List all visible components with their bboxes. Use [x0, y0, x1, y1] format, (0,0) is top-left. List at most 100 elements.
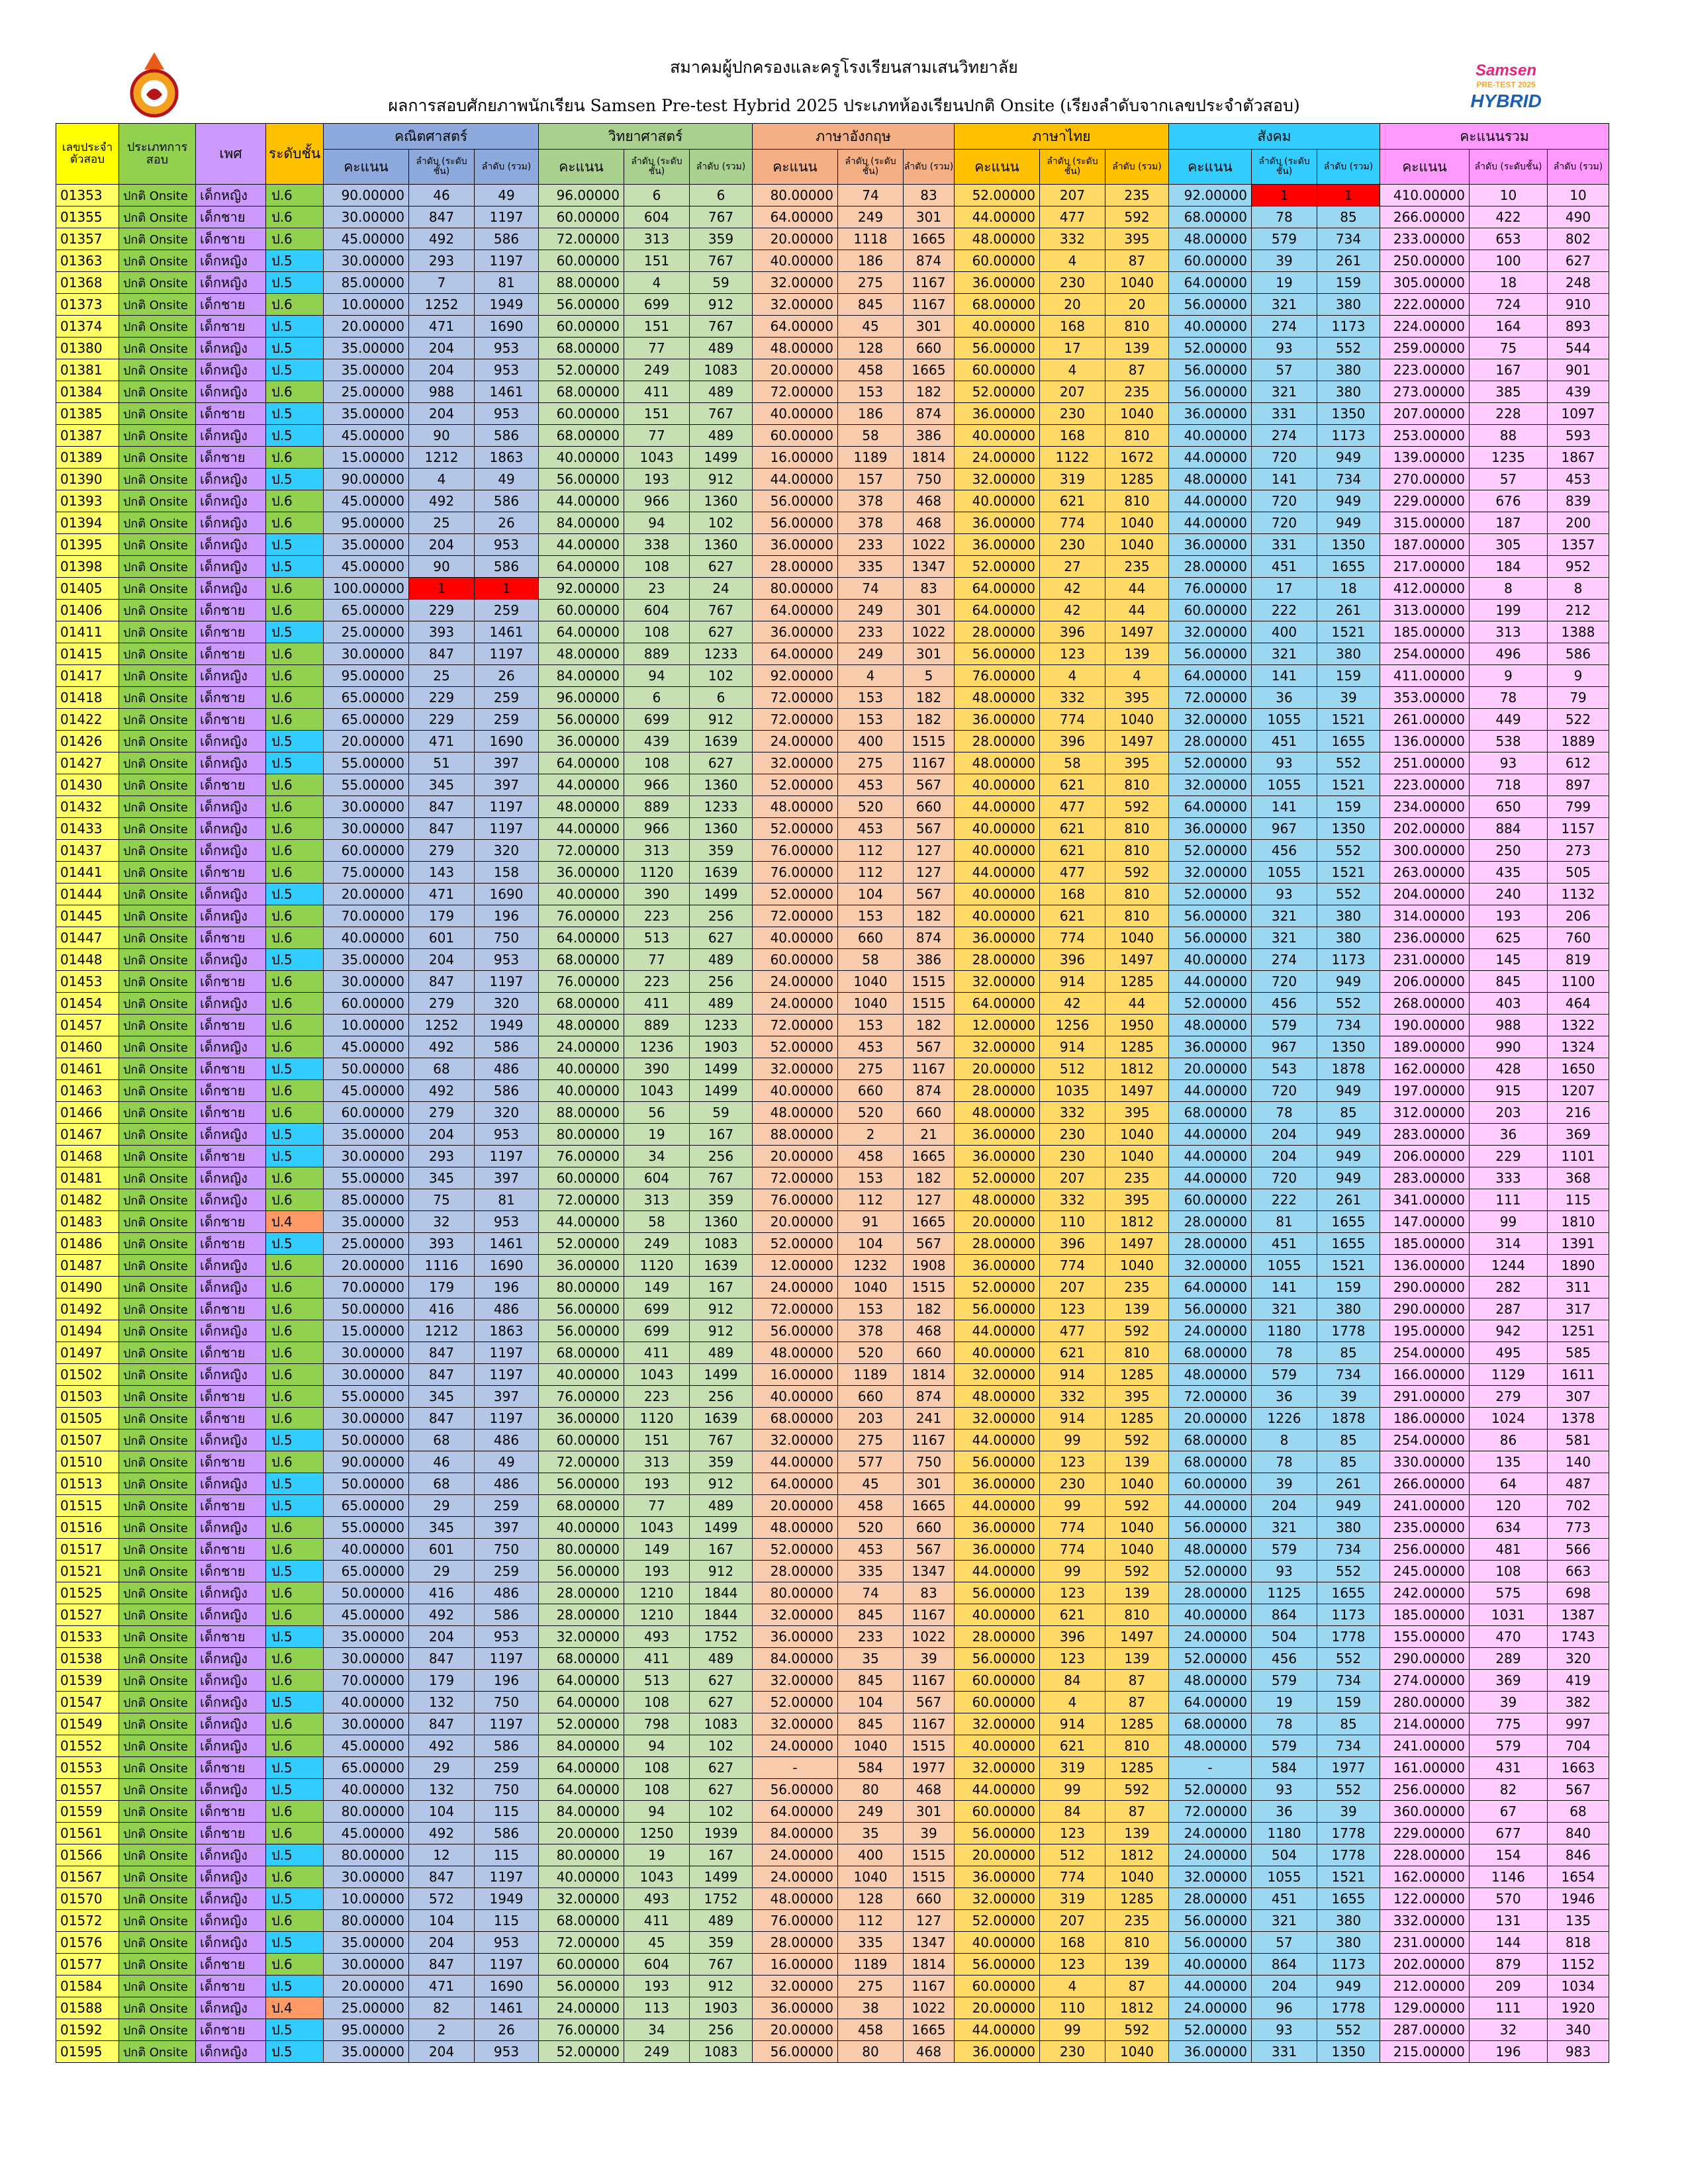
cell-tot-rank-level: 18 — [1469, 271, 1548, 294]
cell-eng-rank-all: 21 — [903, 1123, 955, 1146]
cell-thai-rank-level: 84 — [1039, 1800, 1105, 1823]
cell-exam-type: ปกติ Onsite — [118, 577, 196, 600]
cell-math-score: 70.00000 — [323, 1276, 409, 1298]
cell-sci-score: 40.00000 — [538, 446, 624, 469]
cell-tot-rank-level: 282 — [1469, 1276, 1548, 1298]
cell-math-rank-level: 32 — [408, 1210, 475, 1233]
cell-soc-rank-all: 552 — [1317, 1647, 1380, 1670]
cell-sex: เด็กชาย — [195, 402, 266, 425]
cell-eng-score: 52.00000 — [752, 883, 838, 905]
cell-tot-rank-all: 216 — [1547, 1101, 1609, 1124]
cell-thai-score: 32.00000 — [954, 1756, 1040, 1779]
cell-eng-rank-all: 301 — [903, 1800, 955, 1823]
cell-tot-rank-all: 368 — [1547, 1167, 1609, 1189]
cell-tot-rank-all: 760 — [1547, 927, 1609, 949]
cell-eng-score: 40.00000 — [752, 1385, 838, 1408]
cell-math-rank-all: 953 — [474, 337, 539, 359]
cell-sci-rank-all: 1844 — [689, 1582, 753, 1604]
cell-soc-rank-all: 85 — [1317, 206, 1380, 228]
cell-thai-score: 44.00000 — [954, 1429, 1040, 1451]
cell-sci-rank-level: 77 — [624, 1494, 690, 1517]
cell-sci-rank-all: 359 — [689, 839, 753, 862]
cell-exam-type: ปกติ Onsite — [118, 621, 196, 643]
cell-eng-score: 20.00000 — [752, 2019, 838, 2041]
cell-tot-rank-level: 228 — [1469, 402, 1548, 425]
table-row: 01418 ปกติ Onsite เด็กชาย ป.6 65.00000 229 259… — [56, 686, 1609, 709]
cell-soc-rank-level: 204 — [1251, 1494, 1317, 1517]
cell-tot-score: 136.00000 — [1380, 730, 1470, 752]
cell-tot-rank-level: 724 — [1469, 293, 1548, 316]
header-math-rank-all: ลำดับ (รวม) — [474, 149, 539, 185]
cell-level: ป.6 — [265, 1101, 324, 1124]
cell-soc-score: 56.00000 — [1168, 359, 1252, 381]
cell-tot-rank-level: 287 — [1469, 1298, 1548, 1320]
cell-soc-rank-level: 81 — [1251, 1210, 1317, 1233]
cell-tot-rank-all: 586 — [1547, 643, 1609, 665]
cell-sci-rank-level: 223 — [624, 1385, 690, 1408]
cell-thai-rank-level: 332 — [1039, 686, 1105, 709]
cell-exam-id: 01468 — [56, 1145, 119, 1167]
cell-level: ป.6 — [265, 381, 324, 403]
cell-sci-score: 60.00000 — [538, 250, 624, 272]
cell-sci-rank-level: 313 — [624, 839, 690, 862]
cell-eng-rank-level: 1118 — [837, 228, 904, 250]
cell-math-rank-level: 492 — [408, 1604, 475, 1626]
cell-tot-score: 360.00000 — [1380, 1800, 1470, 1823]
cell-eng-score: 76.00000 — [752, 1189, 838, 1211]
cell-tot-score: 315.00000 — [1380, 512, 1470, 534]
cell-sci-rank-level: 1043 — [624, 446, 690, 469]
cell-tot-rank-level: 1129 — [1469, 1363, 1548, 1386]
cell-thai-score: 52.00000 — [954, 1167, 1040, 1189]
cell-sci-rank-level: 23 — [624, 577, 690, 600]
cell-level: ป.5 — [265, 1560, 324, 1582]
cell-sex: เด็กชาย — [195, 1210, 266, 1233]
cell-eng-score: 32.00000 — [752, 1429, 838, 1451]
cell-level: ป.6 — [265, 1385, 324, 1408]
cell-soc-rank-level: 504 — [1251, 1625, 1317, 1648]
cell-math-rank-all: 259 — [474, 1560, 539, 1582]
cell-tot-rank-all: 593 — [1547, 424, 1609, 447]
cell-soc-score: 36.00000 — [1168, 2040, 1252, 2063]
table-row: 01576 ปกติ Onsite เด็กหญิง ป.5 35.00000 204 95… — [56, 1931, 1609, 1954]
header-level: ระดับชั้น — [265, 123, 324, 185]
cell-thai-rank-level: 42 — [1039, 577, 1105, 600]
cell-thai-rank-level: 230 — [1039, 1473, 1105, 1495]
cell-eng-rank-all: 182 — [903, 381, 955, 403]
cell-level: ป.5 — [265, 1473, 324, 1495]
cell-eng-score: 32.00000 — [752, 1713, 838, 1735]
cell-tot-rank-all: 1132 — [1547, 883, 1609, 905]
cell-exam-id: 01490 — [56, 1276, 119, 1298]
cell-tot-rank-level: 431 — [1469, 1756, 1548, 1779]
cell-eng-score: 64.00000 — [752, 1800, 838, 1823]
cell-sci-score: 84.00000 — [538, 1735, 624, 1757]
cell-thai-rank-all: 395 — [1105, 228, 1169, 250]
cell-math-rank-all: 486 — [474, 1058, 539, 1080]
cell-math-rank-all: 49 — [474, 468, 539, 490]
cell-tot-rank-level: 75 — [1469, 337, 1548, 359]
cell-math-score: 25.00000 — [323, 381, 409, 403]
cell-math-rank-all: 1461 — [474, 1232, 539, 1255]
cell-sci-score: 76.00000 — [538, 1385, 624, 1408]
cell-exam-type: ปกติ Onsite — [118, 796, 196, 818]
cell-math-score: 65.00000 — [323, 708, 409, 731]
cell-eng-score: 72.00000 — [752, 1298, 838, 1320]
cell-exam-type: ปกติ Onsite — [118, 1210, 196, 1233]
cell-level: ป.5 — [265, 1429, 324, 1451]
cell-eng-rank-all: 468 — [903, 490, 955, 512]
cell-soc-score: 68.00000 — [1168, 206, 1252, 228]
cell-sci-score: 44.00000 — [538, 1210, 624, 1233]
cell-thai-score: 60.00000 — [954, 1975, 1040, 1997]
cell-soc-rank-level: 274 — [1251, 315, 1317, 338]
cell-sci-rank-level: 4 — [624, 271, 690, 294]
cell-sci-score: 48.00000 — [538, 1014, 624, 1036]
cell-eng-rank-level: 275 — [837, 752, 904, 774]
cell-math-rank-level: 29 — [408, 1756, 475, 1779]
cell-soc-rank-all: 1878 — [1317, 1058, 1380, 1080]
cell-math-score: 55.00000 — [323, 774, 409, 796]
cell-thai-score: 76.00000 — [954, 664, 1040, 687]
cell-sci-rank-level: 493 — [624, 1625, 690, 1648]
cell-soc-score: 48.00000 — [1168, 1014, 1252, 1036]
cell-thai-score: 52.00000 — [954, 1276, 1040, 1298]
header-subject-total: คะแนนรวม — [1380, 123, 1609, 150]
cell-soc-rank-all: 1778 — [1317, 1822, 1380, 1844]
